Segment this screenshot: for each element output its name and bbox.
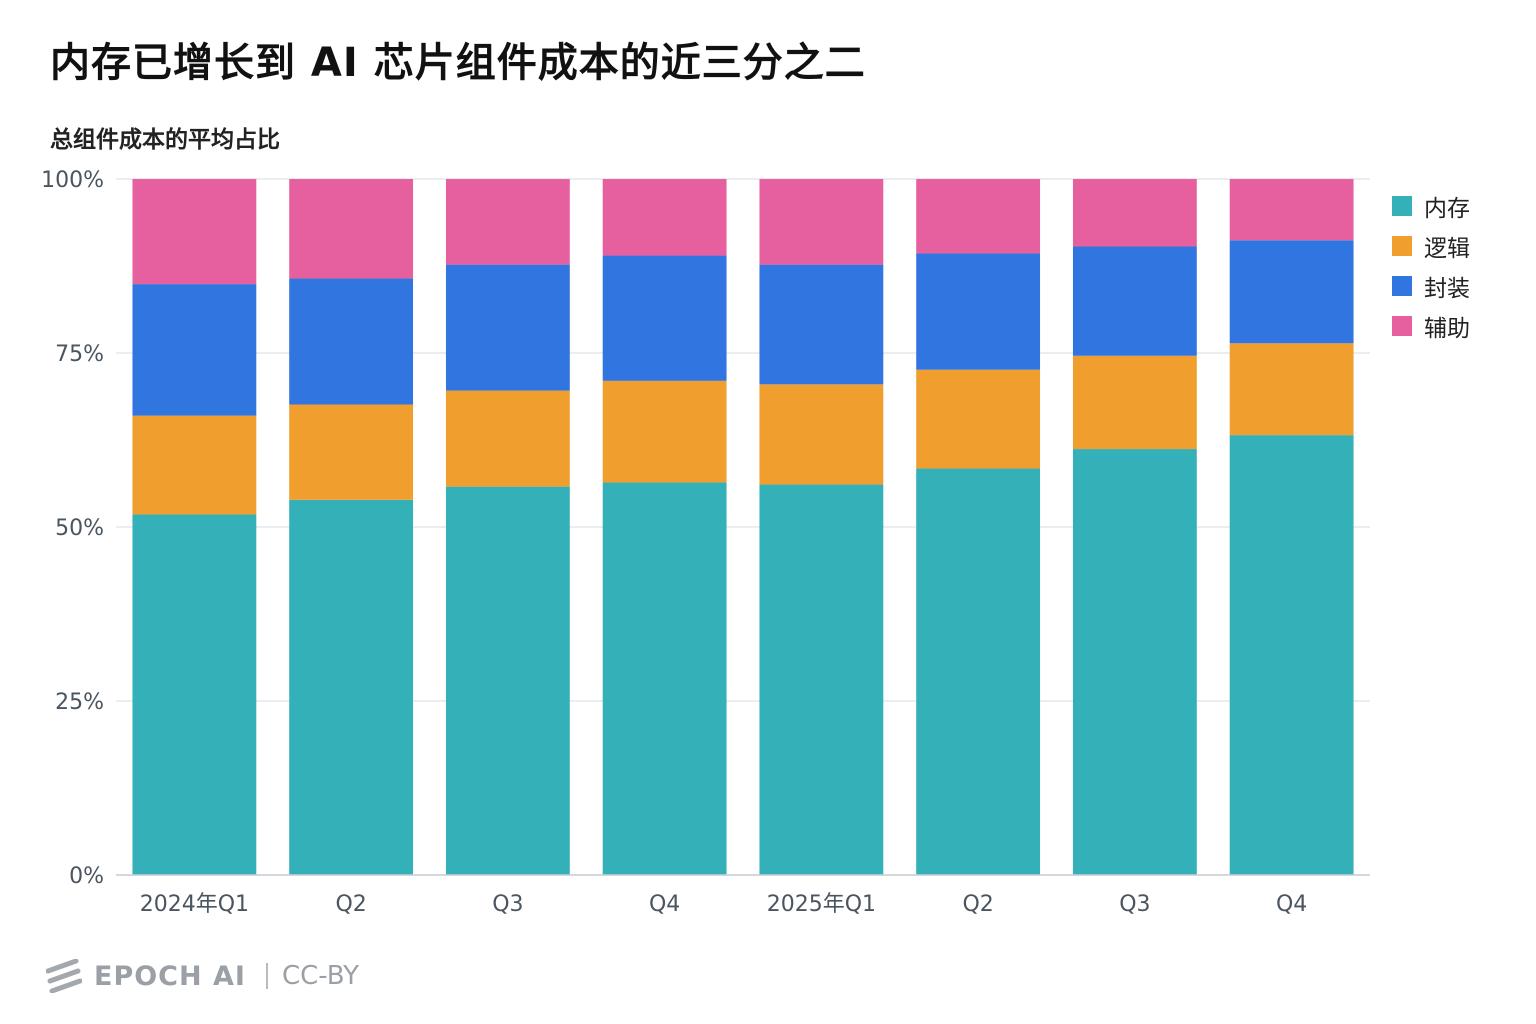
legend-swatch [1392,316,1412,336]
legend-item: 封装 [1392,266,1470,306]
y-tick-label: 50% [55,516,104,541]
bar-segment [1229,343,1354,436]
bar-segment [916,179,1041,254]
bar-segment [445,486,570,875]
bar-segment [759,484,884,875]
legend-label: 封装 [1424,276,1470,302]
legend-item: 辅助 [1392,306,1470,346]
bar-segment [1072,355,1197,450]
legend-label: 辅助 [1424,316,1470,342]
bar-segment [445,179,570,265]
x-tick-label: 2025年Q1 [767,892,876,917]
bar-segment [1229,435,1354,875]
bar-segment [132,284,257,416]
bar-segment [132,179,257,285]
x-tick-label: Q3 [1119,892,1150,917]
bar-segment [759,264,884,385]
legend-swatch [1392,196,1412,216]
y-tick-label: 100% [41,168,104,193]
bar-segment [602,482,727,875]
bar-segment [1229,240,1354,344]
x-tick-label: Q4 [1276,892,1307,917]
bar-segment [916,253,1041,370]
x-tick-label: Q2 [335,892,366,917]
epoch-logo-icon [46,959,82,993]
bar-segment [1072,246,1197,356]
bar-segment [289,404,414,500]
bar-segment [289,499,414,875]
bar-segment [289,278,414,405]
legend-item: 内存 [1392,186,1470,226]
x-tick-label: Q4 [649,892,680,917]
y-tick-label: 0% [69,864,104,889]
bar-segment [602,380,727,483]
license-label: CC-BY [281,961,360,991]
legend-label: 逻辑 [1424,236,1470,262]
footer-divider [265,963,268,989]
bar-segment [132,514,257,875]
legend-label: 内存 [1424,196,1470,222]
chart-title: 内存已增长到 AI 芯片组件成本的近三分之二 [50,40,866,86]
x-tick-label: 2024年Q1 [140,892,249,917]
legend-swatch [1392,236,1412,256]
bar-segment [445,390,570,487]
bar-segment [602,255,727,381]
y-tick-label: 75% [55,342,104,367]
bar-segment [1072,179,1197,247]
brand-name: EPOCH AI [94,960,246,992]
bar-segment [289,179,414,279]
legend-item: 逻辑 [1392,226,1470,266]
bar-segment [1229,179,1354,241]
bar-segment [916,369,1041,469]
bar-segment [759,179,884,265]
chart-subtitle: 总组件成本的平均占比 [50,127,280,153]
bar-segment [1072,449,1197,875]
bar-segment [759,384,884,485]
y-tick-label: 25% [55,690,104,715]
bar-segment [916,468,1041,875]
bar-segment [602,179,727,256]
bar-segment [132,415,257,515]
footer: EPOCH AI CC-BY [46,956,359,996]
x-tick-label: Q2 [962,892,993,917]
x-tick-label: Q3 [492,892,523,917]
legend: 内存 逻辑 封装 辅助 [1392,186,1470,346]
bar-segment [445,264,570,391]
legend-swatch [1392,276,1412,296]
